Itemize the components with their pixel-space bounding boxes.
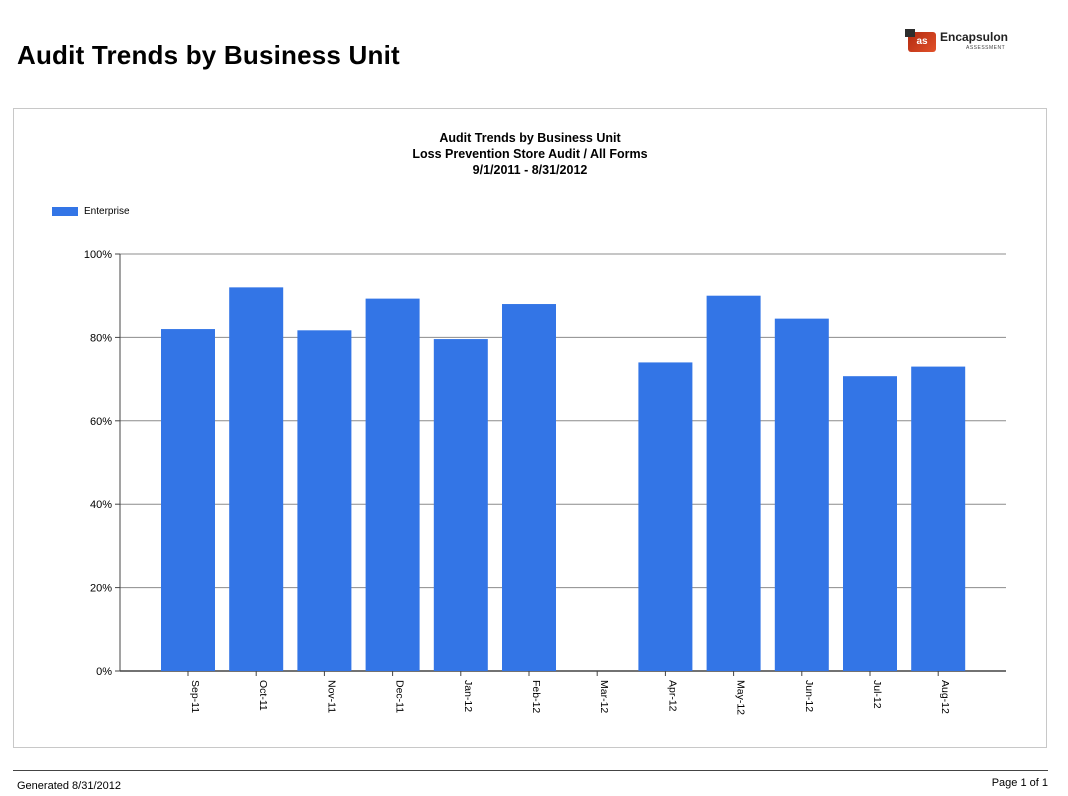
y-tick-label: 40%: [90, 499, 112, 511]
footer-generated: Generated 8/31/2012: [17, 780, 121, 792]
legend-label: Enterprise: [84, 206, 130, 217]
bar-nov-11: [297, 330, 352, 671]
y-tick-label: 20%: [90, 583, 112, 595]
y-tick-label: 80%: [90, 332, 112, 344]
x-tick-label: Dec-11: [394, 680, 406, 713]
y-tick-label: 60%: [90, 416, 112, 428]
chart-frame: Audit Trends by Business Unit Loss Preve…: [13, 108, 1047, 748]
bar-jan-12: [433, 339, 488, 671]
legend-swatch: [52, 207, 78, 216]
chart-title: Audit Trends by Business Unit: [439, 131, 621, 145]
bar-jul-12: [843, 376, 897, 671]
company-logo: as Encapsulon ASSESSMENT: [905, 28, 1018, 54]
bar-apr-12: [638, 362, 693, 671]
bar-aug-12: [911, 366, 966, 671]
bar-may-12: [706, 295, 761, 671]
chart-date-range: 9/1/2011 - 8/31/2012: [472, 163, 588, 177]
x-tick-label: May-12: [735, 680, 747, 715]
bar-dec-11: [365, 298, 420, 671]
x-tick-label: Mar-12: [598, 680, 610, 713]
x-tick-label: Jun-12: [803, 680, 815, 712]
logo-subtitle: ASSESSMENT: [966, 45, 1006, 51]
chart-legend: Enterprise: [52, 206, 130, 217]
footer-divider: [13, 770, 1048, 771]
bar-jun-12: [774, 318, 829, 671]
x-tick-label: Feb-12: [530, 680, 542, 713]
y-tick-label: 100%: [84, 249, 112, 261]
bar-sep-11: [161, 329, 215, 671]
x-tick-label: Oct-11: [257, 680, 269, 711]
x-tick-label: Sep-11: [189, 680, 201, 713]
bar-oct-11: [229, 287, 284, 671]
bar-feb-12: [502, 304, 556, 671]
x-tick-label: Jul-12: [871, 680, 883, 709]
y-tick-label: 0%: [96, 666, 112, 678]
page-title: Audit Trends by Business Unit: [17, 40, 400, 70]
chart-subtitle: Loss Prevention Store Audit / All Forms: [412, 147, 648, 161]
logo-badge-icon: as: [905, 29, 936, 52]
logo-name: Encapsulon: [940, 30, 1009, 44]
bar-chart: 0% 20% 40% 60% 80% 100% Sep-11 Oct-11 Nov-11 Dec-…: [84, 249, 1006, 715]
x-tick-label: Apr-12: [666, 680, 678, 712]
footer-page-number: Page 1 of 1: [991, 777, 1048, 789]
x-tick-label: Aug-12: [939, 680, 951, 714]
x-tick-label: Jan-12: [462, 680, 474, 712]
x-tick-label: Nov-11: [325, 680, 337, 713]
